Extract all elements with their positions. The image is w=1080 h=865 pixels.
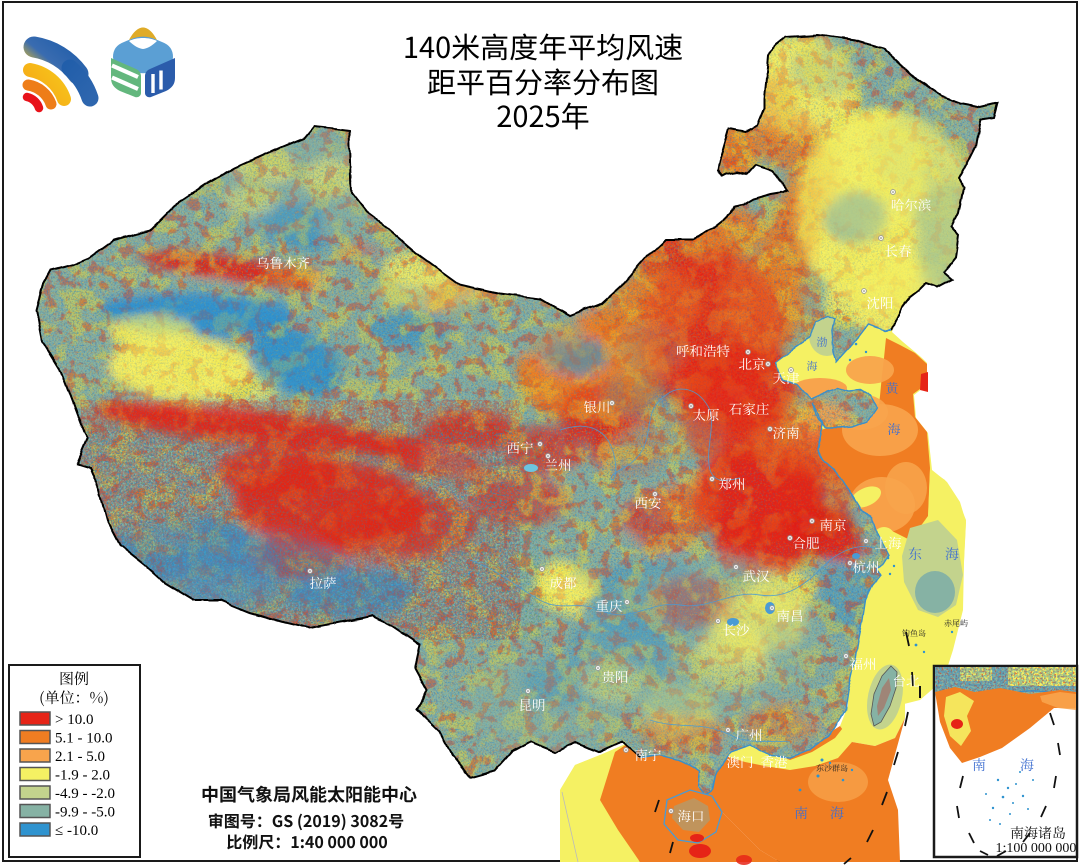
svg-text:-9.9 - -5.0: -9.9 - -5.0 [55,805,115,821]
svg-text:5.1 - 10.0: 5.1 - 10.0 [55,731,113,747]
svg-text:≤ -10.0: ≤ -10.0 [55,823,98,839]
svg-text:-1.9 - 2.0: -1.9 - 2.0 [55,768,110,784]
svg-text:1:100 000 000: 1:100 000 000 [996,841,1077,856]
svg-text:2.1 - 5.0: 2.1 - 5.0 [55,749,105,765]
svg-text:-4.9 - -2.0: -4.9 - -2.0 [55,786,115,802]
svg-text:> 10.0: > 10.0 [55,712,93,728]
